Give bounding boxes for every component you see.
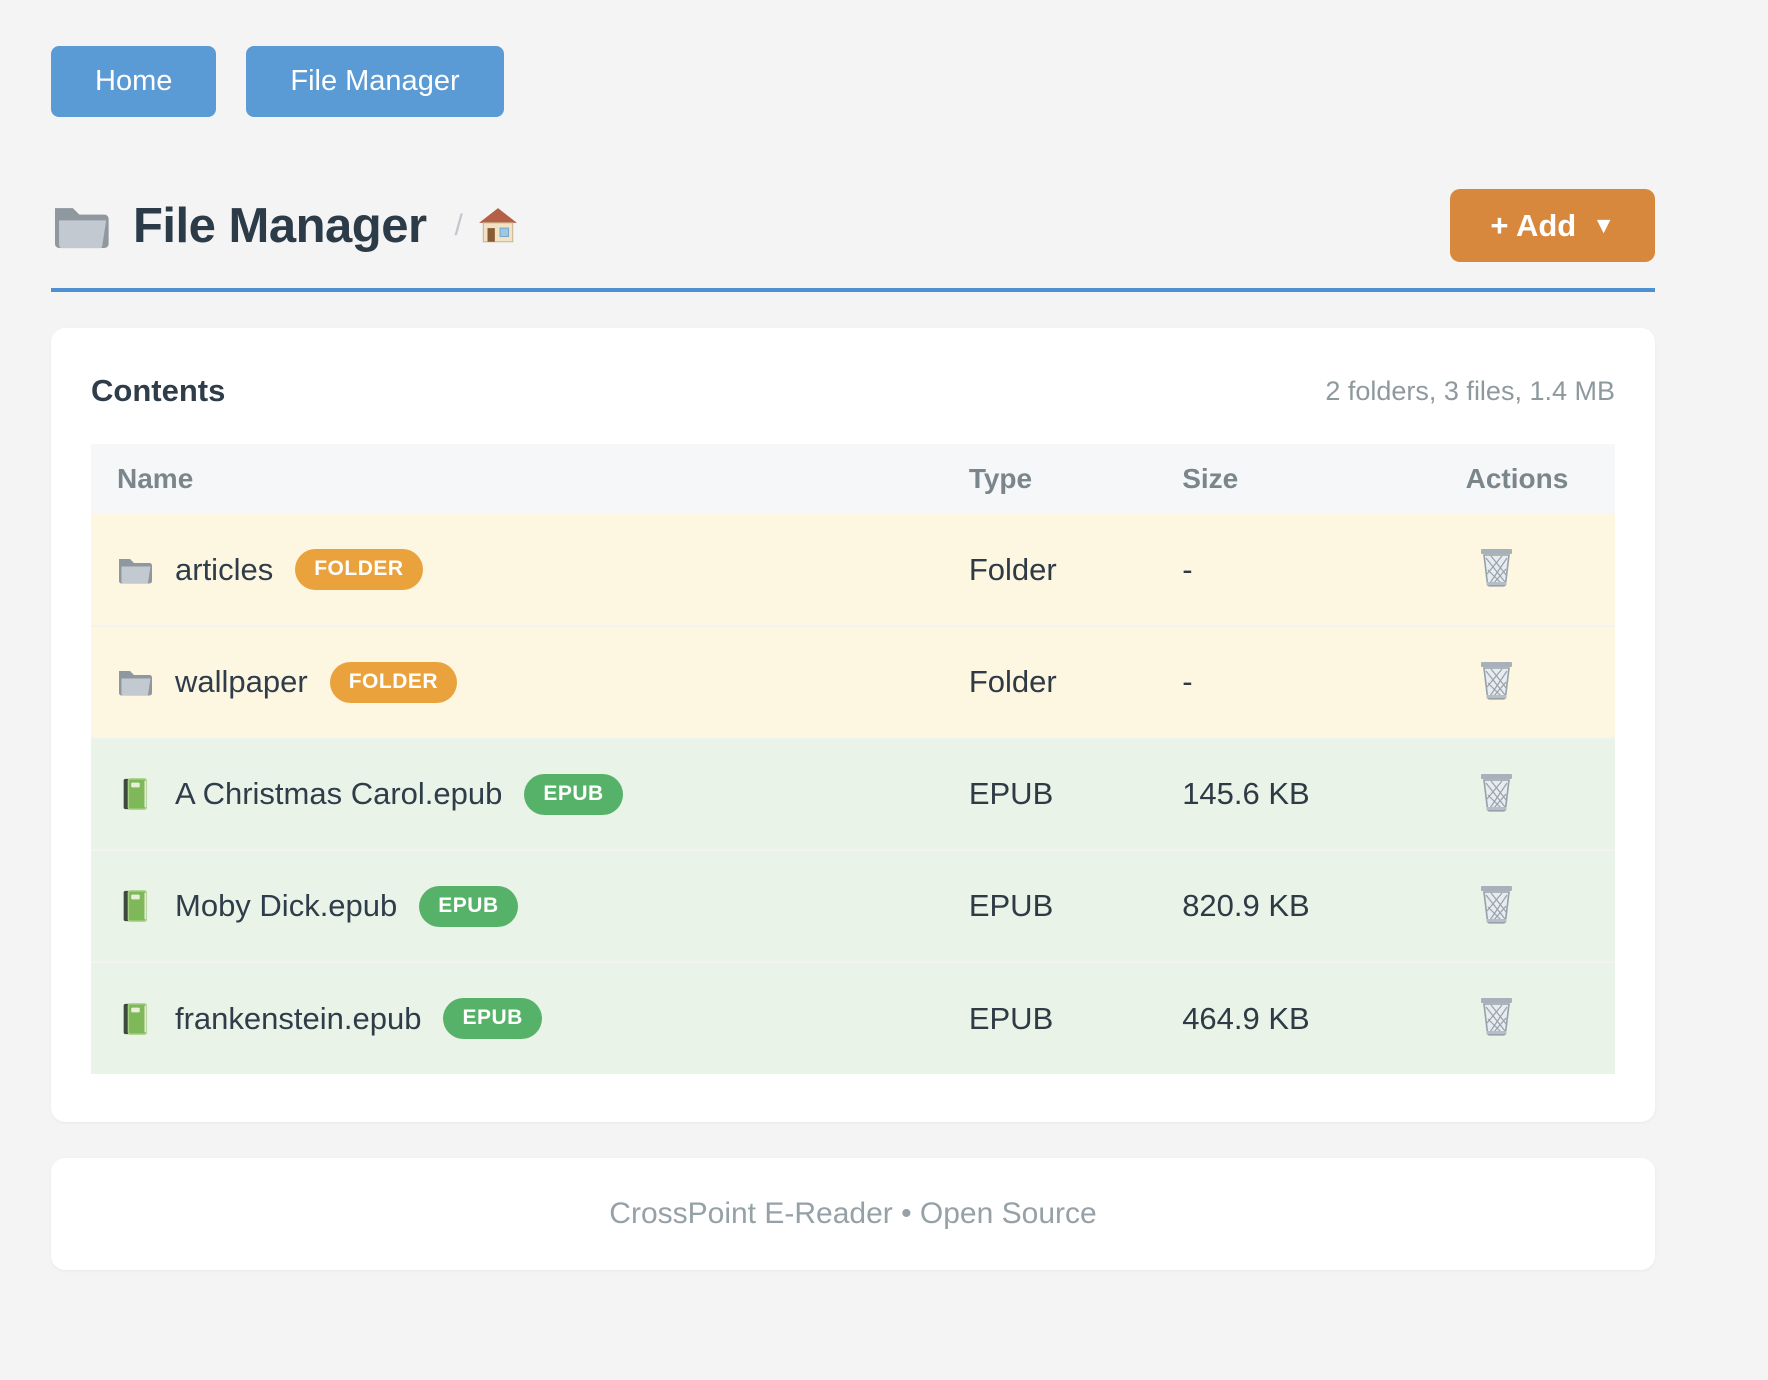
type-badge: FOLDER — [295, 549, 423, 590]
size-cell: - — [1182, 625, 1466, 738]
type-cell: Folder — [968, 625, 1183, 738]
breadcrumb-separator: / — [454, 208, 463, 242]
footer-text: CrossPoint E-Reader • Open Source — [609, 1197, 1097, 1230]
type-badge: EPUB — [443, 998, 542, 1039]
home-icon[interactable] — [477, 205, 519, 247]
column-header-size: Size — [1182, 444, 1466, 514]
trash-icon — [1478, 659, 1515, 701]
file-name[interactable]: Moby Dick.epub — [175, 888, 398, 923]
file-name[interactable]: articles — [175, 551, 274, 587]
type-badge: EPUB — [419, 885, 518, 927]
contents-card-header: Contents 2 folders, 3 files, 1.4 MB — [91, 370, 1615, 412]
title-divider — [51, 288, 1655, 292]
trash-icon — [1478, 883, 1515, 925]
page: Home File Manager File Manager / + Add ▼… — [51, 0, 1655, 1270]
breadcrumb: / — [455, 205, 519, 247]
add-button-label: + Add — [1490, 207, 1577, 243]
table-row[interactable]: Moby Dick.epub EPUB EPUB 820.9 KB — [91, 849, 1615, 962]
home-button[interactable]: Home — [51, 46, 217, 117]
trash-icon — [1478, 995, 1515, 1037]
column-header-name: Name — [91, 444, 969, 514]
table-header-row: Name Type Size Actions — [91, 444, 1615, 514]
book-icon — [117, 777, 153, 811]
book-icon — [117, 1002, 153, 1036]
column-header-actions: Actions — [1465, 444, 1615, 514]
contents-summary: 2 folders, 3 files, 1.4 MB — [1325, 375, 1615, 406]
delete-button[interactable] — [1478, 659, 1515, 701]
type-cell: EPUB — [968, 961, 1183, 1074]
folder-icon — [51, 200, 111, 252]
delete-button[interactable] — [1478, 546, 1515, 588]
size-cell: - — [1182, 551, 1193, 587]
delete-button[interactable] — [1478, 883, 1515, 925]
size-cell: 820.9 KB — [1182, 849, 1466, 962]
page-title: File Manager — [133, 198, 427, 253]
page-header: File Manager / + Add ▼ — [51, 189, 1655, 262]
footer-card: CrossPoint E-Reader • Open Source — [51, 1158, 1655, 1270]
type-cell: EPUB — [968, 849, 1183, 962]
delete-button[interactable] — [1478, 995, 1515, 1037]
trash-icon — [1478, 771, 1515, 813]
file-name[interactable]: wallpaper — [175, 664, 308, 699]
table-body: articles FOLDER Folder - wallpaper FOLDE… — [91, 514, 1615, 1074]
file-table: Name Type Size Actions articles FOLDER F… — [91, 444, 1615, 1074]
folder-icon — [117, 553, 153, 587]
folder-icon — [117, 665, 153, 699]
size-cell: 464.9 KB — [1182, 961, 1466, 1074]
contents-card: Contents 2 folders, 3 files, 1.4 MB Name… — [51, 328, 1655, 1122]
file-name[interactable]: A Christmas Carol.epub — [175, 776, 503, 811]
top-nav: Home File Manager — [51, 0, 1655, 117]
title-group: File Manager / — [51, 198, 519, 254]
chevron-down-icon: ▼ — [1592, 212, 1615, 238]
type-cell: EPUB — [968, 737, 1183, 850]
table-row[interactable]: A Christmas Carol.epub EPUB EPUB 145.6 K… — [91, 737, 1615, 850]
column-header-type: Type — [968, 444, 1183, 514]
add-button[interactable]: + Add ▼ — [1450, 189, 1655, 262]
table-row[interactable]: frankenstein.epub EPUB EPUB 464.9 KB — [91, 961, 1615, 1074]
type-cell: Folder — [968, 551, 1057, 587]
file-manager-button[interactable]: File Manager — [246, 46, 504, 117]
type-badge: EPUB — [524, 773, 623, 815]
file-name[interactable]: frankenstein.epub — [175, 1000, 422, 1036]
type-badge: FOLDER — [329, 661, 458, 703]
book-icon — [117, 889, 153, 923]
table-row[interactable]: wallpaper FOLDER Folder - — [91, 625, 1615, 738]
contents-heading: Contents — [91, 373, 226, 408]
table-row[interactable]: articles FOLDER Folder - — [91, 514, 1615, 626]
delete-button[interactable] — [1478, 771, 1515, 813]
trash-icon — [1478, 546, 1515, 588]
size-cell: 145.6 KB — [1182, 737, 1466, 850]
